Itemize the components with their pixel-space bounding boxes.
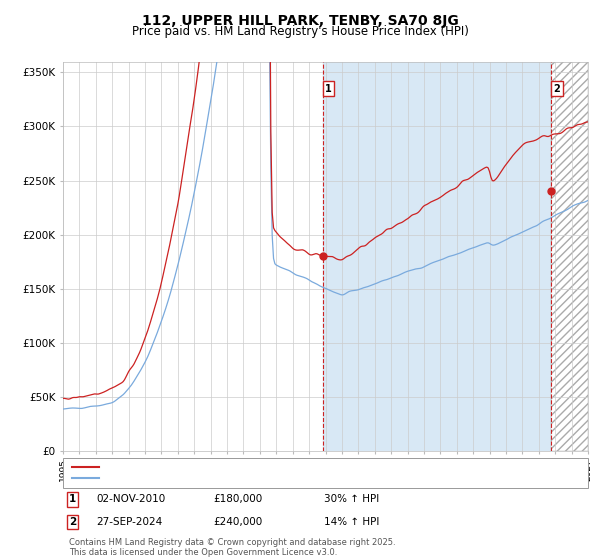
Text: 1: 1 [325,84,332,94]
Text: 112, UPPER HILL PARK, TENBY, SA70 8JG (semi-detached house): 112, UPPER HILL PARK, TENBY, SA70 8JG (s… [104,463,437,473]
Text: Price paid vs. HM Land Registry's House Price Index (HPI): Price paid vs. HM Land Registry's House … [131,25,469,38]
Bar [323,62,551,451]
Text: HPI: Average price, semi-detached house, Pembrokeshire: HPI: Average price, semi-detached house,… [104,473,403,483]
Text: Contains HM Land Registry data © Crown copyright and database right 2025.
This d: Contains HM Land Registry data © Crown c… [69,538,395,557]
Text: 2: 2 [554,84,560,94]
Text: 2: 2 [69,517,76,527]
Text: 14% ↑ HPI: 14% ↑ HPI [324,517,379,527]
Text: £240,000: £240,000 [213,517,262,527]
Bar [551,62,588,451]
Text: 1: 1 [69,494,76,505]
Text: 02-NOV-2010: 02-NOV-2010 [96,494,165,505]
Text: 30% ↑ HPI: 30% ↑ HPI [324,494,379,505]
Text: £180,000: £180,000 [213,494,262,505]
Text: 112, UPPER HILL PARK, TENBY, SA70 8JG: 112, UPPER HILL PARK, TENBY, SA70 8JG [142,14,458,28]
Text: 27-SEP-2024: 27-SEP-2024 [96,517,162,527]
